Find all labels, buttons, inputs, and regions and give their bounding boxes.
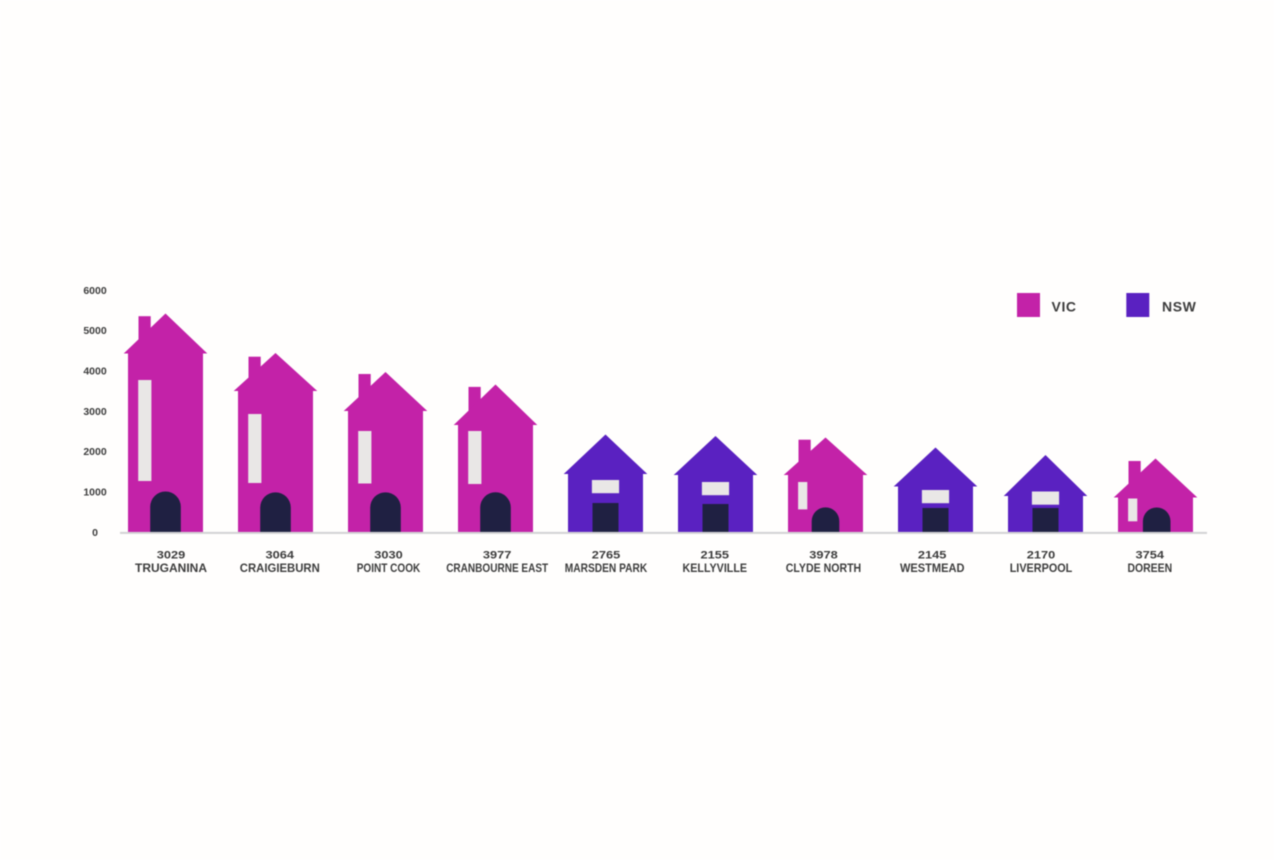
svg-text:NSW: NSW [1162,299,1197,315]
svg-text:2145: 2145 [918,549,947,561]
svg-text:3029: 3029 [157,549,186,561]
svg-text:0: 0 [92,527,98,539]
svg-text:2765: 2765 [592,549,621,561]
svg-text:VIC: VIC [1052,299,1077,315]
svg-text:2000: 2000 [83,446,107,458]
svg-text:3977: 3977 [483,549,512,561]
svg-text:TRUGANINA: TRUGANINA [135,563,207,575]
svg-text:3978: 3978 [809,549,838,561]
svg-text:MARSDEN PARK: MARSDEN PARK [565,563,648,575]
svg-text:CRANBOURNE EAST: CRANBOURNE EAST [446,563,548,575]
svg-text:6000: 6000 [83,285,107,297]
svg-text:4000: 4000 [83,366,107,378]
svg-text:CLYDE NORTH: CLYDE NORTH [786,563,861,575]
svg-text:DOREEN: DOREEN [1127,563,1172,575]
svg-text:3030: 3030 [374,549,403,561]
svg-text:5000: 5000 [83,325,107,337]
svg-text:3000: 3000 [83,406,107,418]
svg-text:POINT COOK: POINT COOK [357,563,421,575]
svg-text:2170: 2170 [1027,549,1056,561]
svg-text:CRAIGIEBURN: CRAIGIEBURN [240,563,320,575]
svg-text:3754: 3754 [1136,549,1166,561]
svg-text:LIVERPOOL: LIVERPOOL [1010,563,1073,575]
svg-text:3064: 3064 [266,549,296,561]
svg-text:KELLYVILLE: KELLYVILLE [683,563,748,575]
svg-text:1000: 1000 [83,486,107,498]
svg-text:2155: 2155 [701,549,730,561]
svg-text:WESTMEAD: WESTMEAD [900,563,965,575]
